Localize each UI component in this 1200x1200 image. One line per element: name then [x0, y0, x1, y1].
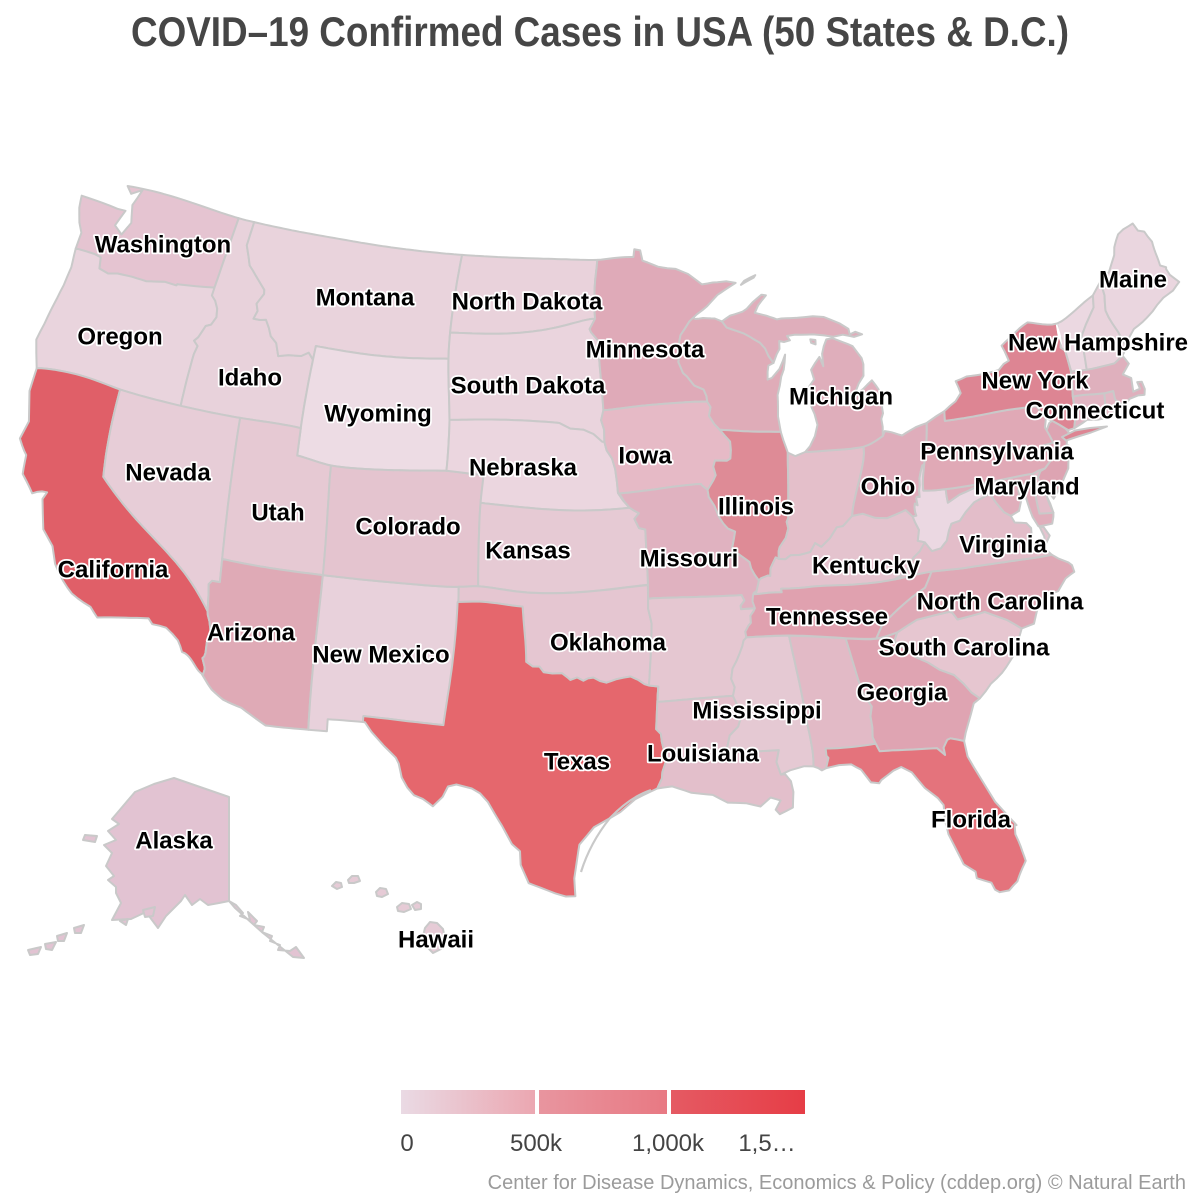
svg-text:Montana: Montana: [316, 285, 415, 312]
svg-text:New York: New York: [981, 368, 1089, 395]
svg-text:Florida: Florida: [931, 807, 1012, 834]
svg-text:Alaska: Alaska: [135, 828, 213, 855]
svg-text:500k: 500k: [510, 1130, 563, 1157]
svg-text:Nevada: Nevada: [125, 460, 211, 487]
svg-text:Idaho: Idaho: [218, 365, 282, 392]
svg-text:Texas: Texas: [544, 749, 610, 776]
svg-text:California: California: [58, 557, 169, 584]
svg-text:Louisiana: Louisiana: [647, 741, 760, 768]
svg-text:Colorado: Colorado: [355, 514, 460, 541]
svg-text:Michigan: Michigan: [789, 384, 893, 411]
svg-text:Connecticut: Connecticut: [1026, 398, 1165, 425]
svg-text:Illinois: Illinois: [718, 494, 794, 521]
svg-text:South Carolina: South Carolina: [879, 635, 1050, 662]
svg-text:Pennsylvania: Pennsylvania: [920, 439, 1074, 466]
svg-text:Iowa: Iowa: [618, 443, 672, 470]
svg-text:Minnesota: Minnesota: [586, 337, 705, 364]
svg-text:Hawaii: Hawaii: [398, 927, 474, 954]
svg-text:Missouri: Missouri: [640, 546, 739, 573]
svg-text:New Mexico: New Mexico: [312, 642, 449, 669]
svg-text:Ohio: Ohio: [861, 474, 916, 501]
svg-text:COVID–19 Confirmed Cases in US: COVID–19 Confirmed Cases in USA (50 Stat…: [131, 8, 1069, 55]
svg-text:Arizona: Arizona: [207, 620, 296, 647]
svg-text:Mississippi: Mississippi: [692, 698, 821, 725]
svg-text:0: 0: [400, 1130, 413, 1157]
svg-text:1,5…: 1,5…: [738, 1130, 795, 1157]
svg-text:Kentucky: Kentucky: [812, 553, 921, 580]
svg-text:Maryland: Maryland: [974, 474, 1079, 501]
svg-text:Georgia: Georgia: [857, 680, 948, 707]
svg-text:Wyoming: Wyoming: [324, 401, 432, 428]
svg-text:Nebraska: Nebraska: [469, 455, 578, 482]
svg-text:Tennessee: Tennessee: [766, 604, 888, 631]
svg-text:Center for Disease Dynamics, E: Center for Disease Dynamics, Economics &…: [488, 1172, 1186, 1194]
svg-text:1,000k: 1,000k: [632, 1130, 705, 1157]
svg-text:Maine: Maine: [1099, 267, 1167, 294]
svg-text:Kansas: Kansas: [485, 538, 570, 565]
svg-text:New Hampshire: New Hampshire: [1008, 330, 1188, 357]
svg-text:Oregon: Oregon: [77, 324, 162, 351]
svg-text:Utah: Utah: [251, 500, 304, 527]
svg-text:North Dakota: North Dakota: [452, 289, 603, 316]
svg-text:Virginia: Virginia: [959, 532, 1047, 559]
svg-text:Washington: Washington: [95, 232, 231, 259]
svg-text:North Carolina: North Carolina: [917, 589, 1084, 616]
svg-text:Oklahoma: Oklahoma: [550, 630, 667, 657]
svg-text:South Dakota: South Dakota: [451, 373, 606, 400]
